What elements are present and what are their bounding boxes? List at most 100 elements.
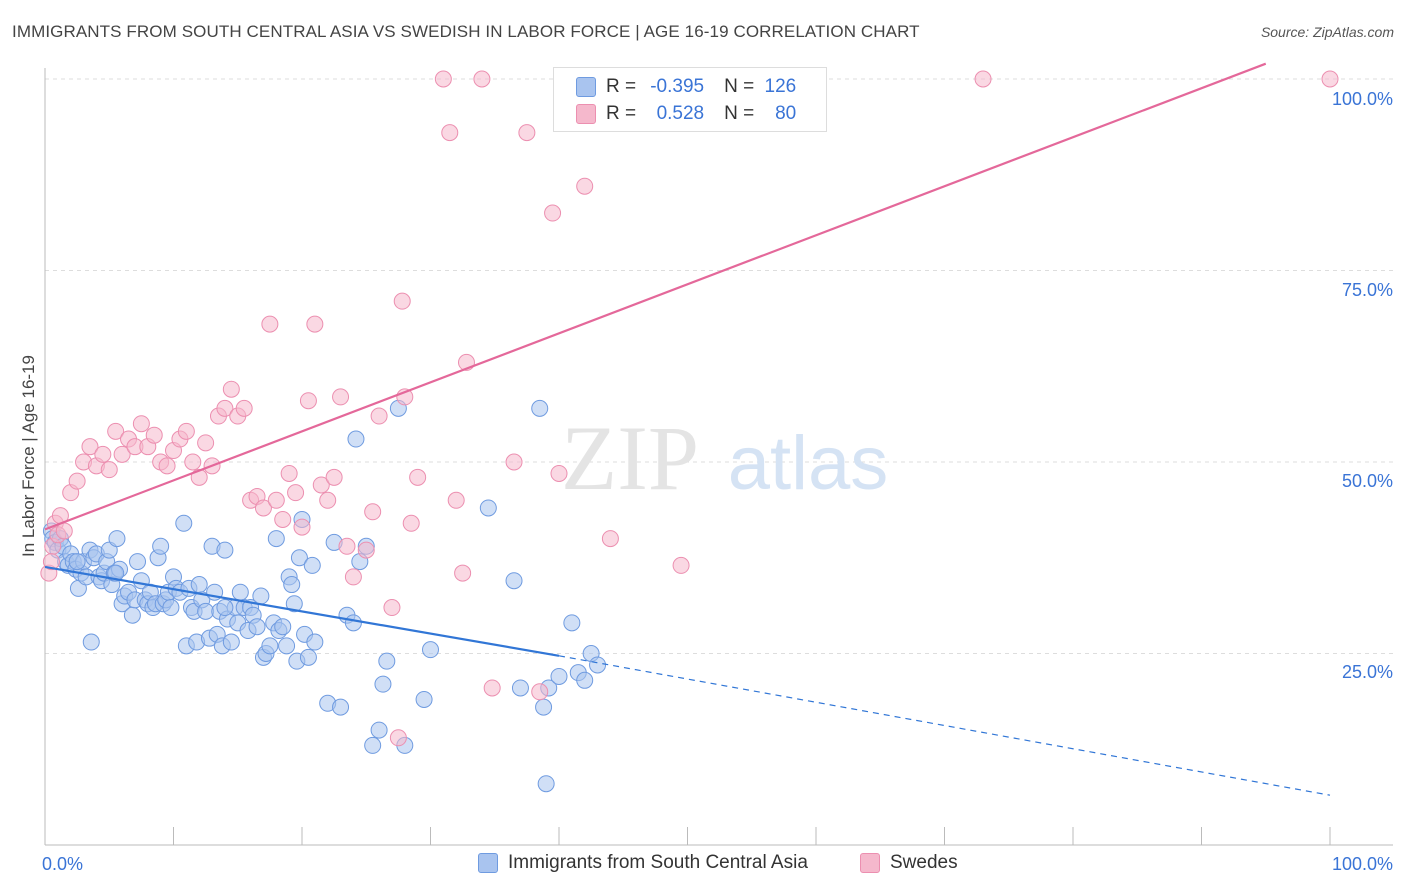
series-swedes-points [40, 70, 1339, 747]
point-immigrants [364, 736, 382, 754]
trend-line-immigrants-extrapolated [558, 655, 1331, 796]
point-immigrants [306, 633, 324, 651]
point-immigrants [374, 675, 392, 693]
point-immigrants [152, 537, 170, 555]
point-swedes [100, 461, 118, 479]
point-swedes [197, 434, 215, 452]
point-swedes [325, 468, 343, 486]
point-immigrants [68, 553, 86, 571]
y-tick-label: 75.0% [1342, 280, 1393, 300]
point-immigrants [576, 671, 594, 689]
point-swedes [531, 683, 549, 701]
point-swedes [974, 70, 992, 88]
r-label: R = [606, 76, 637, 97]
point-swedes [145, 426, 163, 444]
point-immigrants [303, 556, 321, 574]
point-swedes [344, 568, 362, 586]
point-swedes [184, 453, 202, 471]
y-tick-label: 50.0% [1342, 471, 1393, 491]
point-swedes [293, 518, 311, 536]
point-immigrants [107, 564, 125, 582]
point-immigrants [283, 576, 301, 594]
point-swedes [306, 315, 324, 333]
point-swedes [254, 499, 272, 517]
r-value: -0.395 [650, 76, 705, 97]
point-swedes [222, 380, 240, 398]
point-immigrants [123, 606, 141, 624]
point-swedes [389, 729, 407, 747]
point-immigrants [479, 499, 497, 517]
point-swedes [447, 491, 465, 509]
point-swedes [601, 530, 619, 548]
point-swedes [261, 315, 279, 333]
point-swedes [454, 564, 472, 582]
chart-title: IMMIGRANTS FROM SOUTH CENTRAL ASIA VS SW… [12, 22, 920, 41]
point-immigrants [535, 698, 553, 716]
point-swedes [216, 399, 234, 417]
point-immigrants [537, 775, 555, 793]
point-swedes [364, 503, 382, 521]
watermark-zip: ZIP [561, 407, 699, 509]
point-immigrants [415, 690, 433, 708]
legend-label-immigrants: Immigrants from South Central Asia [508, 852, 808, 873]
point-swedes [274, 510, 292, 528]
point-swedes [113, 445, 131, 463]
point-immigrants [563, 614, 581, 632]
legend-item-swedes[interactable]: Swedes [860, 852, 958, 874]
legend-item-immigrants[interactable]: Immigrants from South Central Asia [478, 852, 808, 874]
point-immigrants [222, 633, 240, 651]
point-immigrants [216, 599, 234, 617]
point-immigrants [252, 587, 270, 605]
point-immigrants [231, 583, 249, 601]
point-swedes [235, 399, 253, 417]
point-swedes [473, 70, 491, 88]
point-swedes [434, 70, 452, 88]
point-immigrants [347, 430, 365, 448]
stats-row-swedes: R = 0.528 N = 80 [576, 101, 796, 127]
point-immigrants [274, 618, 292, 636]
watermark-atlas: atlas [728, 421, 889, 506]
trend-line-swedes [44, 62, 1267, 531]
point-swedes [319, 491, 337, 509]
legend: Immigrants from South Central Asia Swede… [0, 852, 1406, 876]
point-swedes [402, 514, 420, 532]
r-value: 0.528 [656, 103, 705, 124]
point-immigrants [290, 549, 308, 567]
axis-labels: 25.0% 50.0% 75.0% 100.0% 0.0% 100.0% In Labor … [19, 89, 1393, 874]
series-immigrants-points [42, 399, 607, 793]
y-tick-label: 100.0% [1332, 89, 1393, 109]
source-credit: Source: ZipAtlas.com [1260, 24, 1394, 40]
point-immigrants [299, 648, 317, 666]
point-swedes [357, 541, 375, 559]
point-swedes [441, 124, 459, 142]
point-swedes [280, 464, 298, 482]
point-swedes [94, 445, 112, 463]
point-immigrants [175, 514, 193, 532]
legend-swatch-pink [860, 853, 880, 873]
point-swedes [518, 124, 536, 142]
point-immigrants [589, 656, 607, 674]
axes [44, 68, 1393, 846]
stats-swatch-blue [576, 77, 596, 97]
point-immigrants [162, 599, 180, 617]
point-swedes [383, 599, 401, 617]
point-swedes [68, 472, 86, 490]
point-swedes [672, 556, 690, 574]
point-swedes [576, 177, 594, 195]
point-immigrants [129, 553, 147, 571]
point-swedes [544, 204, 562, 222]
point-immigrants [248, 618, 266, 636]
point-swedes [107, 422, 125, 440]
point-immigrants [285, 595, 303, 613]
stats-box: R = -0.395 N = 126 R = 0.528 N = 80 [553, 67, 827, 132]
point-immigrants [216, 541, 234, 559]
point-swedes [393, 292, 411, 310]
trend-lines [44, 62, 1331, 796]
point-immigrants [511, 679, 529, 697]
n-label: N = [724, 76, 755, 97]
point-swedes [483, 679, 501, 697]
grid-lines [45, 78, 1393, 654]
point-immigrants [370, 721, 388, 739]
point-immigrants [108, 530, 126, 548]
point-immigrants [261, 637, 279, 655]
